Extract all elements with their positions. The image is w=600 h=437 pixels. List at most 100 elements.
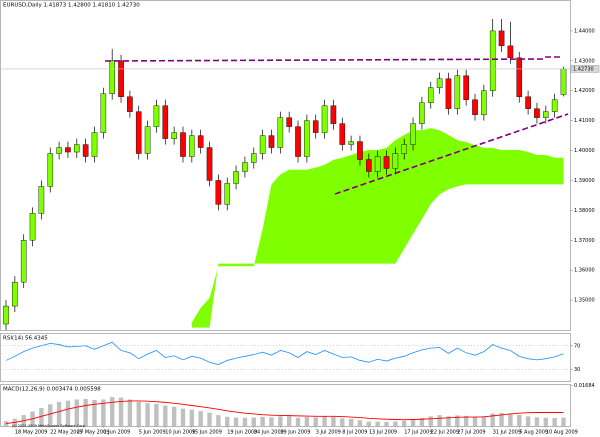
candle-body bbox=[383, 156, 390, 169]
candle-body bbox=[374, 156, 381, 172]
candle-body bbox=[304, 120, 310, 157]
y-tick-label: 1.42000 bbox=[574, 88, 595, 94]
x-tick-label: 22 Jul 2009 bbox=[431, 430, 459, 436]
macd-bar bbox=[154, 403, 159, 426]
resistance-line bbox=[104, 58, 546, 62]
candle-body bbox=[100, 93, 107, 133]
macd-bar bbox=[83, 398, 88, 426]
macd-bar bbox=[118, 397, 124, 426]
macd-bar bbox=[295, 417, 301, 426]
x-tick-label: 10 Jun 2009 bbox=[165, 430, 195, 436]
candle-body bbox=[560, 68, 567, 95]
rsi-title: RSI(14) 56.4345 bbox=[3, 336, 48, 342]
macd-bar bbox=[136, 401, 141, 426]
y-tick-label: 1.43000 bbox=[574, 58, 595, 64]
candle-body bbox=[250, 153, 257, 163]
macd-bar bbox=[472, 416, 478, 426]
candle-body bbox=[224, 183, 231, 205]
last-price-box bbox=[570, 65, 600, 73]
macd-bar bbox=[180, 408, 186, 426]
candle-body bbox=[436, 78, 443, 88]
support-line bbox=[334, 113, 569, 195]
x-tick-label: 15 Jun 2009 bbox=[192, 430, 222, 436]
macd-bar bbox=[286, 416, 292, 426]
macd-bar bbox=[455, 415, 460, 426]
rsi-line bbox=[5, 341, 564, 365]
macd-bar bbox=[402, 420, 407, 426]
candle-body bbox=[197, 135, 204, 148]
y-tick-label: 1.36000 bbox=[574, 268, 595, 274]
macd-bar bbox=[198, 411, 203, 426]
x-tick-label: 5 Aug 2009 bbox=[519, 430, 548, 436]
macd-bar bbox=[543, 417, 549, 426]
candle-body bbox=[410, 123, 416, 145]
candle-body bbox=[153, 105, 160, 127]
marks-layer bbox=[0, 18, 600, 428]
price-title: EURUSD,Daily 1.41873 1.42800 1.41810 1.4… bbox=[3, 3, 140, 9]
candle-body bbox=[233, 171, 239, 184]
macd-bar bbox=[499, 412, 504, 426]
candle-body bbox=[551, 99, 558, 112]
macd-bar bbox=[251, 417, 256, 426]
candle-body bbox=[366, 159, 372, 172]
candle-body bbox=[516, 57, 523, 97]
macd-bar bbox=[393, 421, 398, 426]
x-tick-label: 19 Jun 2009 bbox=[227, 430, 257, 436]
macd-bar bbox=[269, 417, 274, 426]
macd-bar bbox=[92, 399, 97, 426]
candle-body bbox=[454, 75, 461, 109]
candle-body bbox=[525, 96, 531, 109]
y-tick-label: 1.38000 bbox=[574, 208, 595, 214]
macd-title: MACD(12,26,9) 0.003474 0.005598 bbox=[3, 387, 101, 393]
macd-bar bbox=[171, 406, 177, 426]
candle-body bbox=[65, 147, 71, 153]
y-tick-label: 1.40000 bbox=[574, 148, 595, 154]
candle-body bbox=[38, 186, 45, 214]
candle-body bbox=[463, 75, 469, 100]
x-tick-label: 27 May 2009 bbox=[77, 430, 110, 436]
macd-bar bbox=[189, 409, 195, 426]
y-tick-label: 1.41000 bbox=[574, 118, 595, 124]
macd-bar bbox=[331, 416, 336, 426]
candle-body bbox=[180, 132, 186, 157]
candle-body bbox=[339, 123, 346, 145]
macd-bar bbox=[260, 416, 265, 426]
macd-bar bbox=[525, 416, 531, 426]
candle-body bbox=[419, 102, 425, 124]
macd-bar bbox=[534, 417, 540, 426]
x-tick-label: 22 May 2009 bbox=[50, 430, 83, 436]
macd-bar bbox=[127, 399, 133, 426]
macd-bar bbox=[278, 416, 283, 426]
macd-bar bbox=[552, 418, 557, 426]
macd-bar bbox=[348, 418, 354, 426]
candle-body bbox=[215, 180, 222, 205]
macd-bar bbox=[145, 403, 150, 426]
macd-bar bbox=[242, 417, 248, 426]
candle-body bbox=[73, 144, 80, 153]
candle-body bbox=[489, 30, 496, 91]
candle-body bbox=[321, 105, 328, 133]
macd-bar bbox=[366, 421, 372, 426]
rsi-frame bbox=[0, 333, 571, 382]
macd-bar bbox=[101, 399, 106, 426]
copyright: (c) 2001-2009 MetaQuotes Software Corp. bbox=[12, 424, 86, 428]
x-tick-label: 29 Jun 2009 bbox=[280, 430, 310, 436]
x-tick-label: 24 Jun 2009 bbox=[254, 430, 284, 436]
macd-bar bbox=[490, 413, 495, 426]
macd-bar bbox=[428, 416, 433, 426]
macd-bar bbox=[216, 415, 221, 426]
y-tick-label: 1.44000 bbox=[574, 28, 595, 34]
macd-bar bbox=[39, 407, 44, 426]
candle-body bbox=[135, 111, 142, 154]
candle-body bbox=[206, 147, 213, 181]
macd-bar bbox=[163, 405, 168, 426]
candle-body bbox=[3, 305, 9, 325]
signal-line bbox=[5, 400, 564, 425]
macd-bar bbox=[74, 399, 79, 426]
candle-body bbox=[259, 135, 266, 154]
y-tick-label: 1.35000 bbox=[574, 298, 595, 304]
candle-body bbox=[534, 108, 540, 118]
candle-body bbox=[56, 147, 62, 154]
